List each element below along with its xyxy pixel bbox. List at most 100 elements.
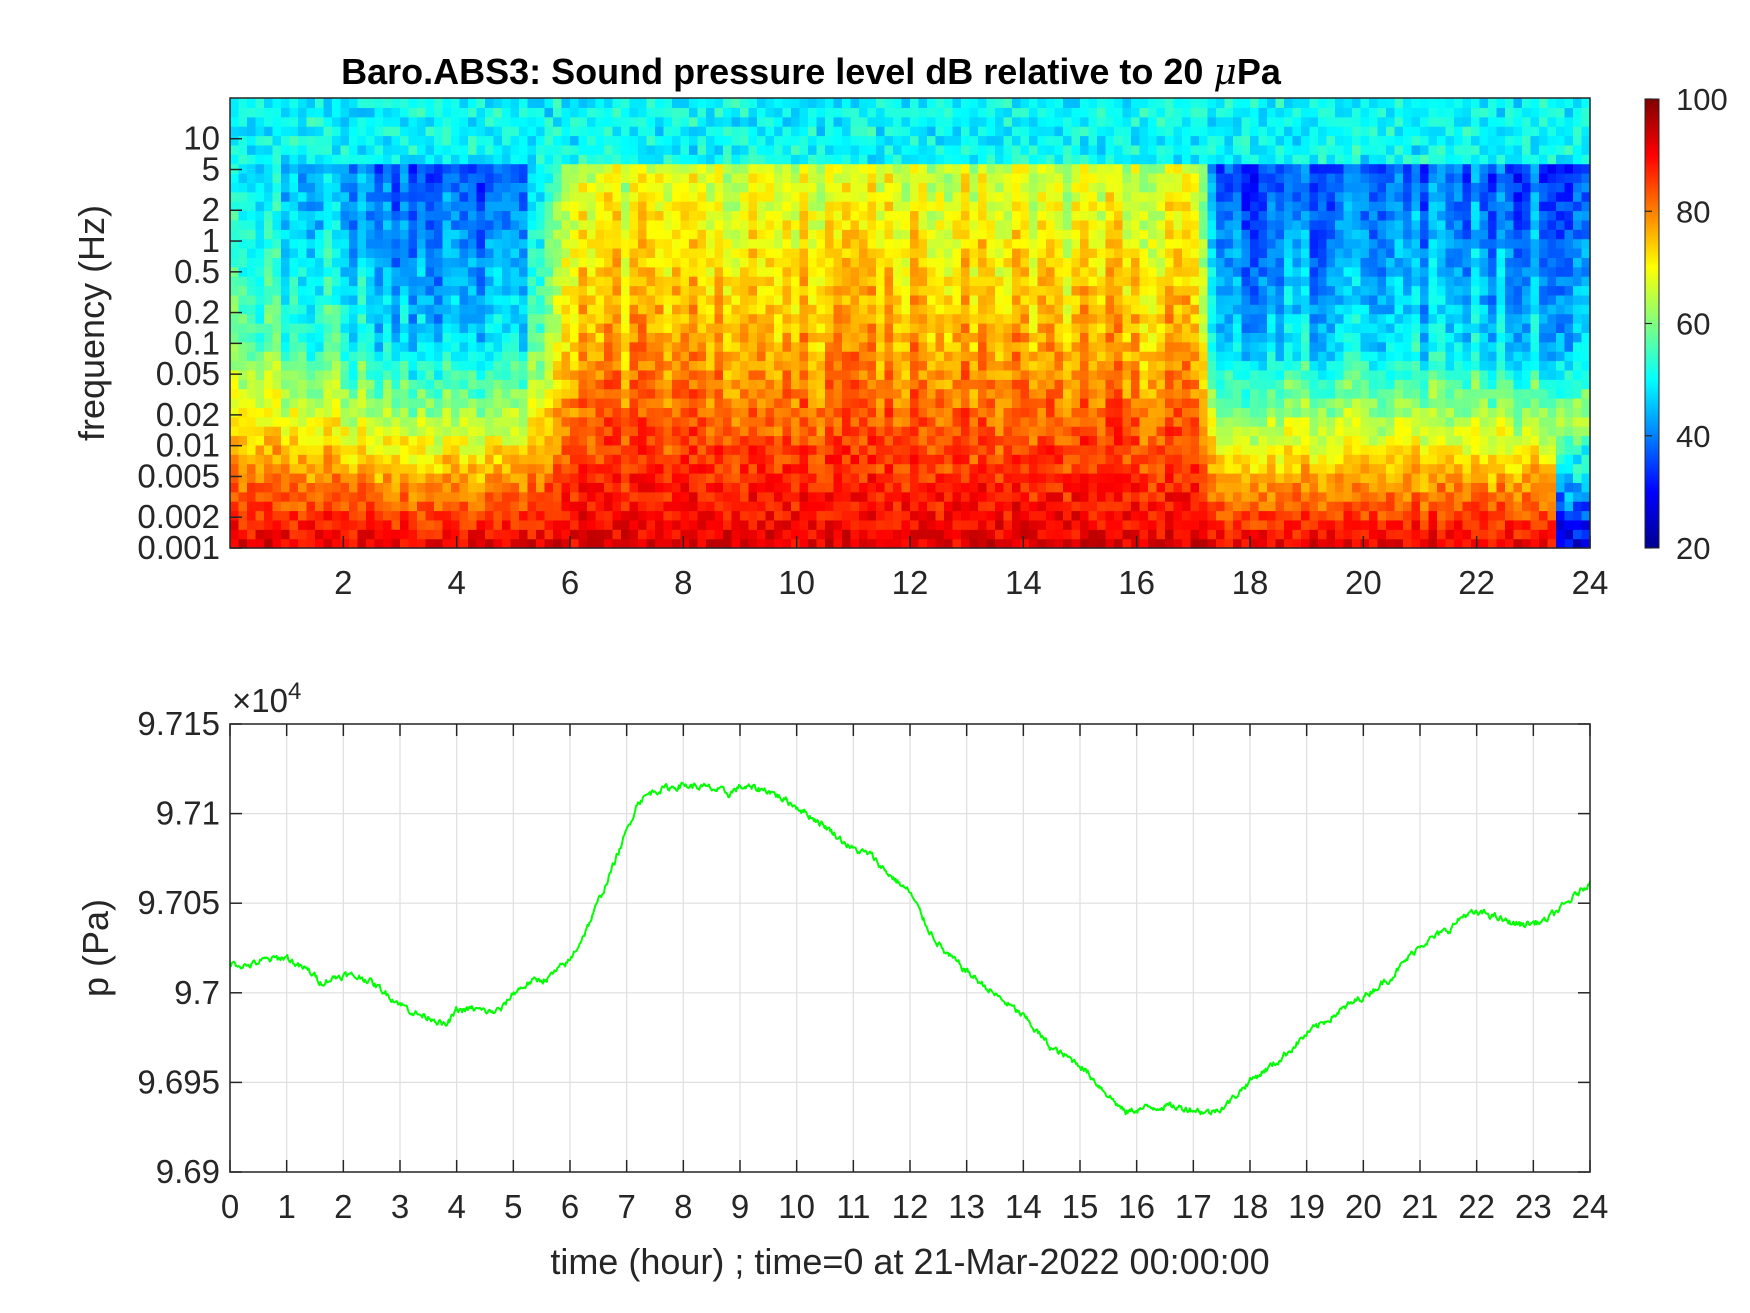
spectrogram-cell <box>995 98 1005 108</box>
spectrogram-cell <box>383 538 393 549</box>
spectrogram-cell <box>621 248 631 258</box>
spectrogram-cell <box>476 501 486 512</box>
spectrogram-cell <box>400 98 410 108</box>
spectrogram-cell <box>655 426 665 437</box>
spectrogram-cell <box>400 266 410 277</box>
spectrogram-cell <box>791 435 801 446</box>
spectrogram-cell <box>680 501 690 512</box>
spectrogram-cell <box>765 323 775 333</box>
spectrogram-cell <box>757 473 767 483</box>
spectrogram-cell <box>978 182 988 193</box>
spectrogram-cell <box>357 388 367 399</box>
spectrogram-cell <box>281 294 291 305</box>
spectrogram-cell <box>485 482 495 493</box>
spectrogram-cell <box>264 426 274 437</box>
spectrogram-cell <box>1037 116 1047 127</box>
spectrogram-cell <box>1105 154 1115 165</box>
spectrogram-cell <box>876 379 886 390</box>
spectrogram-cell <box>459 219 469 230</box>
spectrogram-cell <box>1088 332 1098 343</box>
spectrogram-cell <box>901 116 911 127</box>
spectrogram-cell <box>264 219 274 230</box>
spectrogram-cell <box>782 182 792 193</box>
spectrogram-cell <box>238 398 248 408</box>
spectrogram-cell <box>1012 191 1022 202</box>
spectrogram-cell <box>289 107 299 118</box>
spectrogram-cell <box>383 144 393 155</box>
spectrogram-cell <box>604 463 614 474</box>
spectrogram-cell <box>765 538 775 549</box>
spectrogram-cell <box>459 135 469 146</box>
spectrogram-cell <box>366 126 376 137</box>
spectrogram-cell <box>663 98 673 108</box>
spectrogram-cell <box>1029 510 1039 521</box>
spectrogram-cell <box>519 238 529 249</box>
spectrogram-cell <box>476 304 486 315</box>
spectrogram-cell <box>349 182 359 193</box>
spectrogram-cell <box>867 444 877 455</box>
spectrogram-cell <box>782 398 792 408</box>
spectrogram-cell <box>1097 388 1107 399</box>
spectrogram-cell <box>646 154 656 165</box>
spectrogram-cell <box>867 341 877 352</box>
spectrogram-cell <box>391 135 401 146</box>
spectrogram-cell <box>961 313 971 324</box>
spectrogram-cell <box>553 126 563 137</box>
spectrogram-cell <box>638 407 648 418</box>
spectrogram-cell <box>961 98 971 108</box>
spectrogram-cell <box>918 510 928 521</box>
spectrogram-cell <box>587 116 597 127</box>
spectrogram-cell <box>272 163 282 174</box>
spectrogram-cell <box>332 304 342 315</box>
spectrogram-cell <box>1097 229 1107 240</box>
spectrogram-cell <box>400 248 410 258</box>
spectrogram-cell <box>357 98 367 108</box>
spectrogram-cell <box>247 388 257 399</box>
spectrogram-cell <box>612 482 622 493</box>
spectrogram-cell <box>340 229 350 240</box>
spectrogram-cell <box>833 154 843 165</box>
spectrogram-cell <box>442 519 452 530</box>
spectrogram-cell <box>867 107 877 118</box>
spectrogram-cell <box>485 191 495 202</box>
spectrogram-cell <box>255 510 265 521</box>
spectrogram-cell <box>901 360 911 371</box>
spectrogram-cell <box>638 173 648 183</box>
spectrogram-cell <box>629 360 639 371</box>
spectrogram-cell <box>510 332 520 343</box>
spectrogram-cell <box>476 473 486 483</box>
spectrogram-cell <box>510 501 520 512</box>
spectrogram-cell <box>791 116 801 127</box>
spectrogram-cell <box>1020 191 1030 202</box>
spectrogram-cell <box>408 473 418 483</box>
spectrogram-cell <box>1003 238 1013 249</box>
spectrogram-cell <box>893 398 903 408</box>
spectrogram-cell <box>1088 304 1098 315</box>
spectrogram-cell <box>255 519 265 530</box>
spectrogram-cell <box>884 369 894 380</box>
spectrogram-cell <box>663 341 673 352</box>
spectrogram-cell <box>629 98 639 108</box>
spectrogram-cell <box>442 398 452 408</box>
spectrogram-cell <box>638 191 648 202</box>
spectrogram-cell <box>281 444 291 455</box>
spectrogram-cell <box>570 379 580 390</box>
spectrogram-cell <box>315 154 325 165</box>
spectrogram-cell <box>816 360 826 371</box>
spectrogram-cell <box>1020 294 1030 305</box>
spectrogram-cell <box>570 191 580 202</box>
spectrogram-cell <box>723 360 733 371</box>
spectrogram-cell <box>349 388 359 399</box>
spectrogram-cell <box>638 107 648 118</box>
spectrogram-cell <box>952 482 962 493</box>
spectrogram-cell <box>689 313 699 324</box>
spectrogram-cell <box>332 229 342 240</box>
spectrogram-cell <box>595 491 605 502</box>
spectrogram-cell <box>510 491 520 502</box>
spectrogram-cell <box>553 435 563 446</box>
spectrogram-cell <box>340 276 350 287</box>
spectrogram-cell <box>961 332 971 343</box>
spectrogram-cell <box>867 501 877 512</box>
spectrogram-cell <box>391 144 401 155</box>
spectrogram-cell <box>1046 435 1056 446</box>
